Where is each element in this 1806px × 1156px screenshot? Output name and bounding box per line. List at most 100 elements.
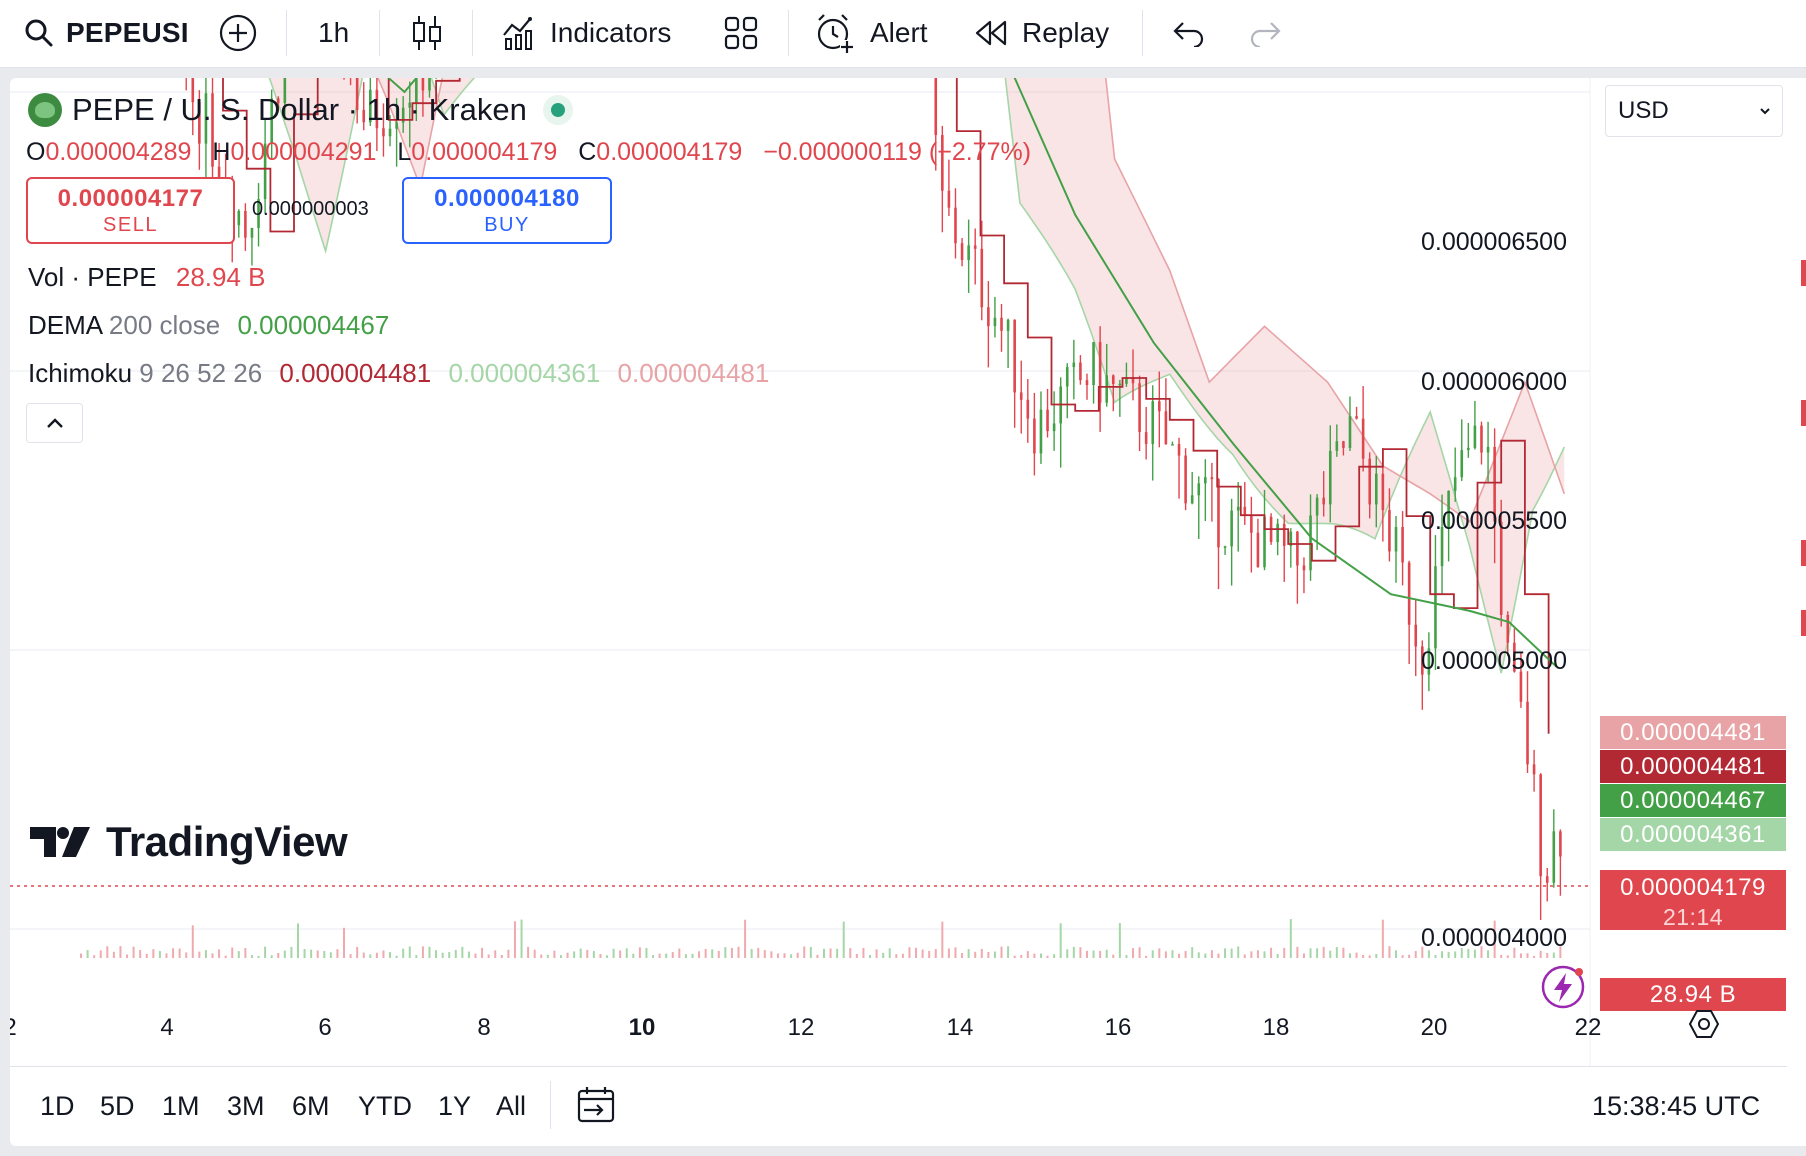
bottom-toolbar: 1D 5D 1M 3M 6M YTD 1Y All 15:38:45 UTC: [10, 1066, 1796, 1146]
candle-body: [1559, 831, 1562, 857]
dema-indicator-legend[interactable]: DEMA 200 close 0.000004467: [28, 310, 389, 341]
ichimoku-leading-span-a-tag: 0.000004361: [1600, 818, 1786, 851]
symbol-search[interactable]: PEPEUSI: [24, 0, 189, 66]
candle-body: [1177, 444, 1181, 456]
candle-body: [1236, 506, 1240, 511]
volume-bar: [158, 951, 161, 958]
volume-bar: [730, 948, 733, 958]
volume-bar: [1256, 950, 1259, 958]
volume-bar: [632, 953, 635, 958]
calendar-arrow-icon: [577, 1087, 615, 1123]
volume-bar: [1079, 947, 1082, 958]
tradingview-watermark: TradingView: [30, 818, 348, 866]
buy-button[interactable]: 0.000004180 BUY: [402, 177, 612, 244]
candle-body: [1440, 526, 1444, 567]
volume-bar: [1204, 953, 1207, 958]
collapse-legend-button[interactable]: [26, 403, 83, 443]
pepe-logo-icon: [28, 93, 62, 127]
add-symbol-button[interactable]: [218, 0, 258, 66]
price-chart[interactable]: [10, 78, 1796, 1066]
candle-body: [257, 199, 260, 228]
volume-bar: [757, 947, 760, 958]
volume-bar: [1230, 948, 1233, 958]
volume-bar: [1401, 955, 1404, 958]
chart-panel[interactable]: PEPE / U. S. Dollar · 1h · Kraken O 0.000…: [10, 78, 1796, 1146]
volume-bar: [586, 949, 589, 958]
volume-bar: [1099, 950, 1102, 958]
volume-bar: [316, 950, 319, 958]
volume-bar: [1368, 955, 1371, 958]
candle-body: [1328, 450, 1332, 505]
volume-bar: [1375, 953, 1378, 958]
volume-bar: [224, 955, 227, 958]
layout-button[interactable]: [724, 0, 758, 66]
range-ytd-button[interactable]: YTD: [358, 1091, 412, 1121]
volume-bar: [947, 948, 950, 958]
candle-body: [1401, 526, 1404, 563]
y-axis-label: 0.000004000: [1421, 924, 1567, 952]
volume-bar: [428, 946, 431, 958]
redo-button[interactable]: [1248, 0, 1282, 66]
volume-bar: [178, 948, 181, 958]
dema-tag: 0.000004467: [1600, 784, 1786, 817]
indicators-button[interactable]: Indicators: [502, 0, 671, 66]
range-3m-button[interactable]: 3M: [227, 1091, 265, 1121]
chart-type-button[interactable]: [410, 0, 444, 66]
replay-button[interactable]: Replay: [974, 0, 1109, 66]
candle-body: [1526, 701, 1529, 765]
volume-bar: [139, 949, 142, 958]
indicator-value: 0.000004481: [617, 358, 770, 388]
legend-title[interactable]: PEPE / U. S. Dollar · 1h · Kraken: [28, 92, 573, 128]
candle-body: [1105, 375, 1109, 403]
volume-bar: [895, 954, 898, 958]
range-1d-button[interactable]: 1D: [40, 1091, 75, 1121]
volume-bar: [500, 955, 503, 958]
candle-body: [1217, 479, 1220, 548]
candle-body: [941, 135, 944, 191]
volume-bar: [1467, 948, 1470, 958]
undo-button[interactable]: [1172, 0, 1206, 66]
interval-button[interactable]: 1h: [318, 0, 349, 66]
volume-bar: [362, 952, 365, 958]
volume-bar: [1026, 951, 1029, 958]
volume-bar: [435, 950, 438, 958]
alert-button[interactable]: Alert: [814, 0, 928, 66]
candle-body: [369, 89, 372, 123]
watermark-text: TradingView: [106, 818, 348, 865]
candle-body: [1151, 401, 1155, 444]
volume-bar: [1316, 948, 1319, 958]
utc-clock[interactable]: 15:38:45 UTC: [1592, 1091, 1761, 1121]
volume-bar: [375, 952, 378, 958]
chart-settings-button[interactable]: [1688, 1008, 1720, 1045]
volume-bar: [1283, 947, 1286, 958]
volume-bar: [1007, 946, 1010, 958]
candle-body: [270, 98, 273, 144]
go-to-date-button[interactable]: [576, 1085, 616, 1130]
range-6m-button[interactable]: 6M: [292, 1091, 330, 1121]
volume-bar: [1072, 946, 1075, 958]
candle-body: [401, 107, 405, 123]
currency-select[interactable]: USD: [1605, 85, 1783, 137]
volume-bar: [1526, 953, 1529, 958]
candle-body: [1092, 342, 1095, 386]
volume-bar: [402, 948, 405, 958]
candle-body: [1256, 532, 1260, 568]
open-label: O: [26, 138, 46, 166]
range-1y-button[interactable]: 1Y: [438, 1091, 472, 1121]
y-axis-label: 0.000005500: [1421, 507, 1567, 535]
candle-body: [1434, 566, 1437, 649]
volume-bar: [1237, 946, 1240, 958]
candle-body: [1296, 531, 1299, 566]
range-5d-button[interactable]: 5D: [100, 1091, 135, 1121]
market-open-status-icon[interactable]: [542, 95, 573, 125]
sell-button[interactable]: 0.000004177 SELL: [26, 177, 235, 244]
volume-bar: [1441, 951, 1444, 958]
range-1m-button[interactable]: 1M: [162, 1091, 200, 1121]
ichimoku-indicator-legend[interactable]: Ichimoku 9 26 52 26 0.000004481 0.000004…: [28, 358, 769, 389]
lightning-button[interactable]: [1540, 964, 1586, 1015]
indicators-label: Indicators: [550, 17, 672, 48]
volume-bar: [1270, 947, 1273, 958]
candle-body: [283, 78, 287, 104]
volume-indicator-legend[interactable]: Vol · PEPE 28.94 B: [28, 262, 266, 293]
range-all-button[interactable]: All: [496, 1091, 527, 1121]
